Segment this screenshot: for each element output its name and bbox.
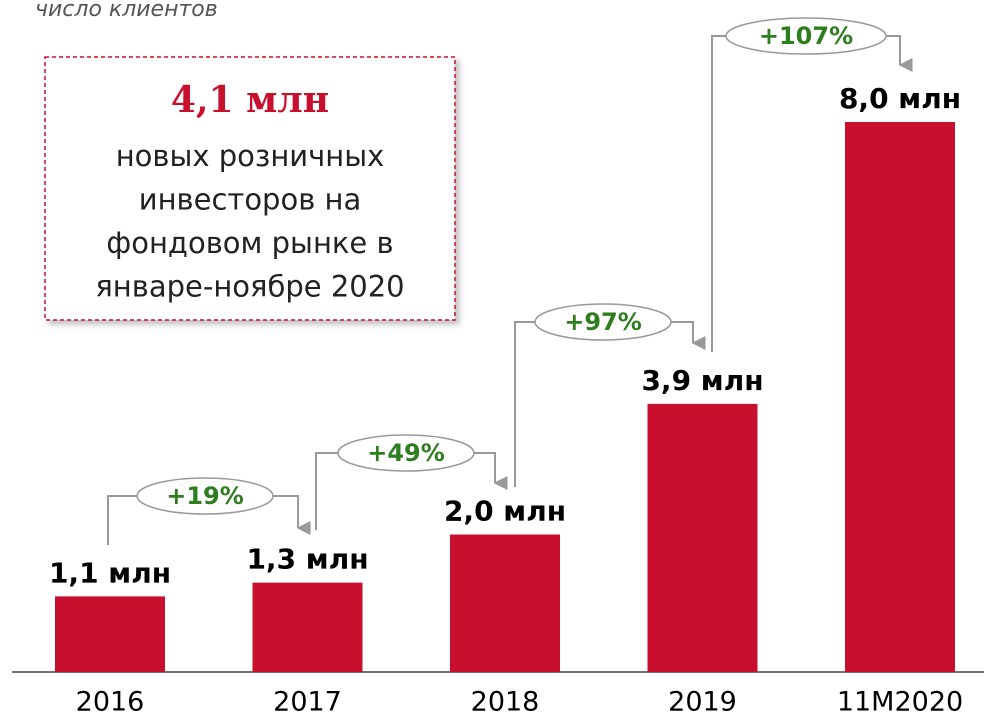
subtitle: число клиентов bbox=[35, 0, 218, 22]
growth-bubble bbox=[534, 303, 672, 341]
callout-line: инвесторов на bbox=[139, 183, 362, 217]
bar bbox=[55, 596, 165, 672]
callout-headline: 4,1 млн bbox=[171, 79, 329, 121]
x-tick-label: 2017 bbox=[273, 687, 342, 718]
value-label: 1,3 млн bbox=[246, 543, 368, 576]
bar bbox=[845, 122, 955, 672]
growth-bubble bbox=[725, 17, 887, 55]
x-tick-label: 11M2020 bbox=[837, 687, 963, 718]
value-label: 8,0 млн bbox=[839, 82, 961, 115]
growth-label: +107% bbox=[759, 22, 853, 50]
value-label: 2,0 млн bbox=[444, 495, 566, 528]
value-label: 1,1 млн bbox=[49, 556, 171, 589]
bar bbox=[647, 403, 758, 672]
growth-label: +49% bbox=[367, 439, 445, 467]
bar bbox=[450, 534, 560, 672]
callout-line: новых розничных bbox=[116, 139, 385, 173]
bar bbox=[252, 582, 363, 672]
x-tick-label: 2019 bbox=[668, 687, 737, 718]
x-tick-label: 2018 bbox=[471, 687, 540, 718]
growth-bubble bbox=[337, 434, 475, 472]
callout-line: январе-ноябре 2020 bbox=[95, 270, 404, 304]
value-label: 3,9 млн bbox=[641, 364, 763, 397]
growth-bubble bbox=[136, 477, 274, 515]
callout-box bbox=[44, 56, 456, 321]
x-tick-label: 2016 bbox=[76, 687, 145, 718]
callout-line: фондовом рынке в bbox=[106, 226, 393, 260]
growth-label: +97% bbox=[564, 308, 642, 336]
growth-label: +19% bbox=[166, 482, 244, 510]
